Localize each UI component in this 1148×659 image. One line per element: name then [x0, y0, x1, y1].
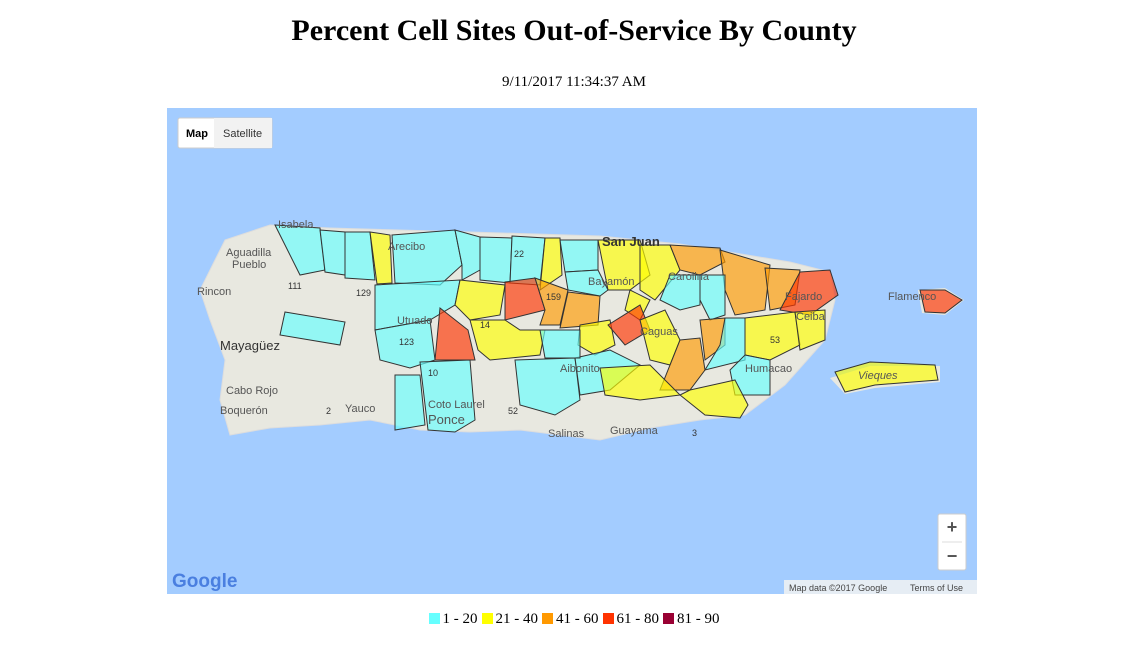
legend-swatch: [663, 613, 674, 624]
satellite-button[interactable]: Satellite: [223, 128, 262, 140]
road: 3: [692, 428, 697, 438]
legend-label: 1 - 20: [442, 611, 478, 627]
county: [559, 239, 599, 273]
county: [834, 361, 939, 393]
attribution: Map data ©2017 Google: [789, 583, 887, 593]
road-shields: 111 2 129 123 10 52 3 22 159 14 53: [288, 249, 780, 438]
county: [369, 231, 393, 285]
county: [534, 277, 569, 326]
road: 14: [480, 320, 490, 330]
road: 123: [399, 337, 414, 347]
place: Humacao: [745, 363, 792, 375]
road: 2: [326, 406, 331, 416]
place: Yauco: [345, 403, 375, 415]
county: [539, 329, 581, 359]
place: Isabela: [278, 219, 314, 231]
timestamp: 9/11/2017 11:34:37 AM: [502, 74, 646, 90]
county: [703, 317, 746, 371]
legend: 1 - 20 21 - 40 41 - 60 61 - 80 81 - 90: [0, 611, 1148, 628]
county: [454, 279, 506, 321]
county: [279, 311, 346, 346]
county: [779, 269, 839, 316]
attribution-bg: [784, 580, 977, 594]
county: [919, 289, 963, 314]
place: Aguadilla: [226, 247, 272, 259]
place: Rincon: [197, 286, 231, 298]
county: [599, 364, 682, 401]
county: [394, 374, 426, 431]
county: [509, 235, 546, 286]
road: 111: [288, 281, 302, 291]
road: 10: [428, 368, 438, 378]
legend-swatch: [542, 613, 553, 624]
county: [794, 309, 826, 351]
place: Arecibo: [388, 241, 425, 253]
county: [434, 307, 476, 361]
legend-swatch: [428, 613, 440, 624]
place: Pueblo: [232, 259, 266, 271]
place: Aibonito: [560, 363, 600, 375]
place: Bayamón: [588, 276, 634, 288]
zoom-in[interactable]: +: [947, 517, 958, 537]
place: Caguas: [640, 326, 678, 338]
satellite-bg: [214, 118, 272, 148]
legend-item: 81 - 90: [663, 611, 720, 628]
counties: [274, 224, 963, 433]
legend-swatch: [602, 613, 614, 624]
place: Flamenco: [888, 291, 936, 303]
legend-item: 41 - 60: [542, 611, 599, 628]
legend-label: 41 - 60: [556, 611, 599, 627]
county: [344, 231, 376, 281]
legend-label: 81 - 90: [677, 611, 720, 627]
place: Cabo Rojo: [226, 385, 278, 397]
google-logo[interactable]: Google: [172, 571, 237, 592]
place: Vieques: [858, 370, 898, 382]
county: [274, 224, 326, 276]
title: Percent Cell Sites Out-of-Service By Cou…: [291, 14, 857, 47]
road: 129: [356, 288, 371, 298]
legend-item: 61 - 80: [602, 611, 660, 628]
zoom-out[interactable]: −: [947, 546, 958, 566]
legend-item: 21 - 40: [481, 611, 539, 628]
legend-swatch: [481, 613, 493, 624]
road: 159: [546, 292, 561, 302]
place: Boquerón: [220, 405, 268, 417]
county: [564, 269, 609, 297]
place: Guayama: [610, 425, 659, 437]
place: Mayagüez: [220, 338, 280, 353]
place: Ponce: [428, 412, 465, 427]
legend-label: 61 - 80: [616, 611, 660, 627]
legend-item: 1 - 20: [428, 611, 478, 628]
place: San Juan: [602, 234, 660, 249]
county: [479, 236, 513, 284]
place: Coto Laurel: [428, 399, 485, 411]
map-button[interactable]: Map: [186, 128, 208, 140]
map: Isabela Aguadilla Pueblo Rincon Mayagüez…: [167, 108, 977, 594]
county: [454, 229, 481, 281]
county: [744, 311, 801, 361]
legend-label: 21 - 40: [495, 611, 539, 627]
place: Salinas: [548, 428, 585, 440]
road: 52: [508, 406, 518, 416]
county: [669, 244, 726, 276]
county: [729, 354, 771, 396]
place: Fajardo: [785, 291, 822, 303]
place: Carolina: [668, 271, 710, 283]
county: [659, 274, 701, 311]
county: [391, 229, 463, 286]
place: Utuado: [397, 315, 432, 327]
road: 22: [514, 249, 524, 259]
place: Ceiba: [796, 311, 826, 323]
terms-link[interactable]: Terms of Use: [910, 583, 963, 593]
county: [539, 237, 563, 292]
road: 53: [770, 335, 780, 345]
county: [419, 359, 476, 433]
